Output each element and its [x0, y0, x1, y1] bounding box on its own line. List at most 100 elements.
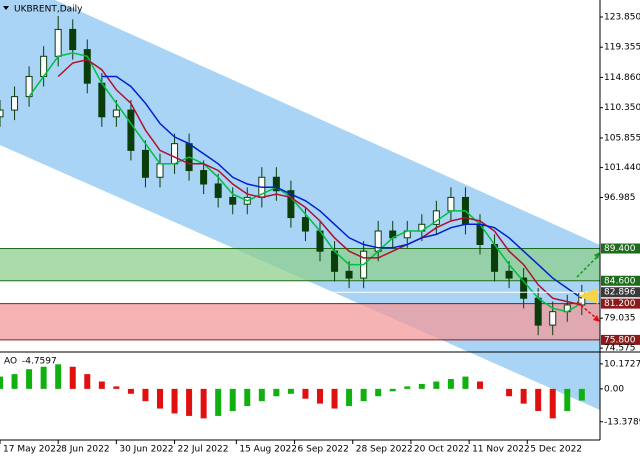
candle-body: [83, 49, 91, 84]
level-badge: [601, 243, 640, 254]
candle-body: [98, 82, 106, 118]
candle-body: [520, 277, 528, 299]
y-tick-label: 105.855: [604, 133, 640, 143]
x-tick-label: 17 May 2022: [3, 445, 62, 455]
x-tick-label: 8 Jun 2022: [61, 445, 109, 455]
x-tick-label: 6 Sep 2022: [298, 445, 349, 455]
ao-bar: [215, 388, 222, 416]
indicator-name: AO: [4, 357, 17, 367]
level-badge: [601, 275, 640, 286]
level-badge: [601, 334, 640, 345]
candle-body: [301, 217, 309, 232]
ao-bar: [433, 381, 440, 389]
ao-bar: [404, 386, 411, 389]
ao-bar: [11, 374, 18, 389]
y-tick-label: 74.575: [604, 344, 636, 354]
ao-bar: [244, 388, 251, 407]
menu-icon: [3, 6, 9, 10]
ao-bar: [55, 364, 62, 389]
ao-bar: [506, 388, 513, 397]
ao-bar: [171, 388, 178, 414]
arrow-down: [576, 301, 597, 319]
candle-body: [331, 250, 339, 272]
y-tick-label: -13.3789: [604, 417, 640, 427]
ao-bar: [186, 388, 193, 416]
candle-body: [287, 190, 295, 219]
y-tick-label: 10.1727: [604, 359, 640, 369]
ao-bar: [69, 366, 76, 389]
price-zone: [0, 303, 600, 340]
ao-bar: [549, 388, 556, 419]
ao-bar: [520, 388, 527, 404]
candle-body: [549, 311, 557, 326]
level-label: 89.400: [604, 244, 636, 254]
y-tick-label: 101.440: [604, 163, 640, 173]
ao-bar: [317, 388, 323, 404]
x-tick-label: 5 Dec 2022: [530, 445, 582, 455]
ao-bar: [40, 366, 47, 389]
price-badge: [601, 287, 640, 298]
y-tick-label: 79.035: [604, 314, 636, 324]
ao-bar: [447, 379, 454, 389]
moving-average: [28, 52, 583, 313]
candle-body: [345, 270, 353, 279]
level-label: 84.600: [604, 276, 636, 286]
candle-body: [229, 196, 237, 205]
x-tick-label: 30 Jun 2022: [119, 445, 173, 455]
y-tick-label: 110.350: [604, 103, 640, 113]
x-tick-label: 11 Nov 2022: [472, 445, 530, 455]
level-label: 81.200: [604, 299, 636, 309]
candle-body: [127, 109, 135, 151]
candle-body: [69, 28, 77, 51]
ao-bar: [200, 388, 207, 419]
candle-body: [156, 163, 164, 178]
candle-body: [171, 143, 179, 165]
candle-body: [505, 270, 513, 279]
candle-body: [534, 297, 542, 326]
ao-bar: [331, 388, 338, 409]
ao-bar: [360, 388, 367, 402]
level-badge: [601, 298, 640, 309]
ao-bar: [564, 388, 571, 411]
ao-bar: [258, 388, 265, 402]
triangle-marker: [578, 288, 598, 304]
y-tick-label: 119.355: [604, 43, 640, 53]
candle-body: [214, 183, 222, 198]
ao-bar: [462, 376, 469, 389]
candle-body: [272, 176, 280, 192]
ao-bar: [273, 388, 280, 397]
y-tick-label: 0.00: [604, 384, 624, 394]
ao-bar: [98, 381, 105, 389]
ao-bar: [127, 388, 134, 394]
candle-body: [432, 210, 440, 225]
chart-title: UKBRENT,Daily: [14, 5, 83, 15]
plot-area: [0, 0, 600, 419]
moving-average: [57, 58, 582, 306]
y-tick-label: 96.985: [604, 193, 636, 203]
y-tick-label: 114.860: [604, 73, 640, 83]
ao-bar: [389, 388, 396, 392]
ao-bar: [0, 376, 3, 389]
ao-bar: [477, 381, 483, 389]
candle-body: [447, 196, 455, 212]
x-tick-label: 28 Sep 2022: [356, 445, 413, 455]
arrow-head: [593, 315, 600, 322]
level-label: 75.800: [604, 335, 636, 345]
price-label: 82.896: [604, 288, 636, 298]
ao-bar: [113, 386, 120, 389]
ao-bar: [287, 388, 294, 394]
candle-body: [112, 109, 120, 118]
ao-bar: [157, 388, 163, 409]
x-tick-label: 15 Aug 2022: [239, 445, 297, 455]
y-tick-label: 123.850: [604, 12, 640, 22]
ao-bar: [535, 388, 542, 411]
candle-body: [0, 109, 4, 118]
candle-body: [54, 28, 62, 57]
ao-bar: [84, 374, 91, 389]
ao-bar: [26, 369, 33, 389]
ao-bar: [142, 388, 149, 402]
ao-bar: [418, 383, 425, 389]
ao-bar: [346, 388, 353, 407]
arrow-head: [594, 252, 600, 259]
